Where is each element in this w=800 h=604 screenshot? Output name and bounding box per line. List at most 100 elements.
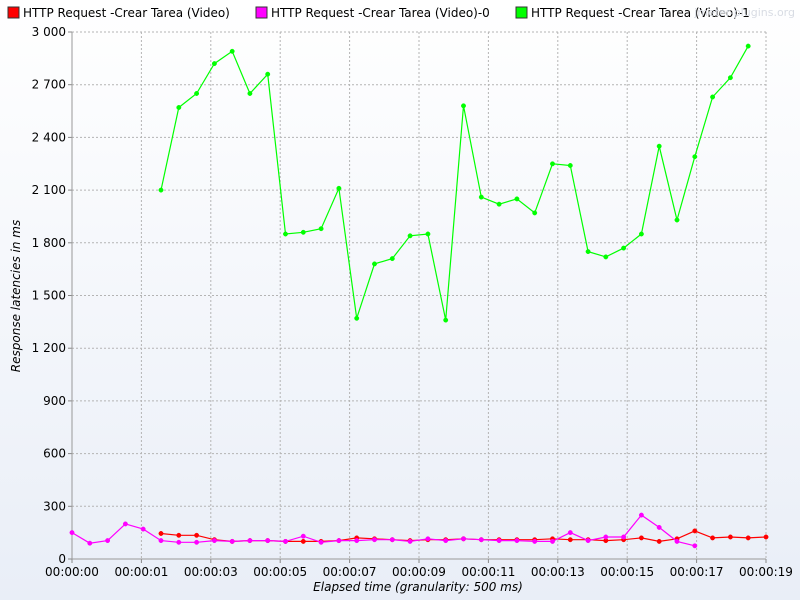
data-point bbox=[140, 526, 146, 532]
data-point bbox=[461, 103, 466, 109]
data-point bbox=[407, 538, 413, 544]
data-point bbox=[514, 538, 520, 544]
data-point bbox=[176, 532, 182, 538]
data-point bbox=[638, 512, 644, 518]
data-point bbox=[514, 196, 520, 202]
data-point bbox=[674, 217, 680, 223]
data-point bbox=[532, 210, 538, 216]
data-point bbox=[550, 538, 555, 544]
data-point bbox=[122, 521, 128, 527]
data-point bbox=[247, 538, 253, 544]
data-point bbox=[336, 185, 342, 191]
data-point bbox=[407, 233, 413, 239]
data-point bbox=[692, 543, 698, 549]
data-point bbox=[692, 154, 698, 160]
data-point bbox=[656, 538, 662, 544]
legend: HTTP Request -Crear Tarea (Video) HTTP Re… bbox=[7, 6, 750, 20]
legend-swatch bbox=[255, 6, 268, 19]
axes: 0 300 600 900 1 200 1 500 1 800 2 100 2 400 2 700… bbox=[32, 25, 793, 579]
data-point bbox=[229, 48, 235, 54]
data-point bbox=[710, 535, 716, 541]
data-point bbox=[176, 539, 182, 545]
legend-label: HTTP Request -Crear Tarea (Video)-0 bbox=[271, 6, 490, 20]
data-point bbox=[745, 535, 751, 541]
legend-label: HTTP Request -Crear Tarea (Video) bbox=[23, 6, 230, 20]
data-point bbox=[389, 537, 395, 543]
x-tick-label: 00:00:17 bbox=[670, 565, 724, 579]
x-tick-label: 00:00:03 bbox=[184, 565, 238, 579]
data-point bbox=[318, 226, 324, 232]
data-point bbox=[211, 61, 217, 67]
data-point bbox=[727, 534, 733, 540]
data-point bbox=[443, 538, 449, 544]
data-point bbox=[372, 261, 377, 267]
data-point bbox=[283, 231, 288, 237]
x-axis-title: Elapsed time (granularity: 500 ms) bbox=[313, 580, 523, 594]
x-tick-label: 00:00:05 bbox=[253, 565, 307, 579]
x-tick-label: 00:00:00 bbox=[45, 565, 99, 579]
y-tick-label: 0 bbox=[58, 552, 66, 566]
legend-label: HTTP Request -Crear Tarea (Video)-1 bbox=[531, 6, 750, 20]
data-point bbox=[727, 75, 733, 81]
data-point bbox=[496, 201, 502, 207]
data-point bbox=[300, 229, 306, 235]
x-tick-label: 00:00:15 bbox=[600, 565, 654, 579]
data-point bbox=[621, 245, 627, 251]
data-point bbox=[710, 94, 716, 100]
watermark: jmeter-plugins.org bbox=[693, 6, 795, 19]
data-point bbox=[567, 530, 573, 536]
data-point bbox=[638, 231, 644, 237]
x-tick-label: 00:00:01 bbox=[114, 565, 168, 579]
data-point bbox=[194, 532, 200, 538]
data-point bbox=[158, 538, 164, 544]
data-point bbox=[211, 538, 217, 544]
data-point bbox=[265, 71, 271, 77]
data-point bbox=[425, 231, 431, 237]
y-tick-label: 300 bbox=[43, 499, 66, 513]
data-point bbox=[532, 538, 538, 544]
x-tick-label: 00:00:19 bbox=[739, 565, 793, 579]
data-point bbox=[478, 194, 484, 200]
data-point bbox=[158, 187, 164, 193]
data-point bbox=[638, 535, 644, 541]
data-point bbox=[69, 530, 75, 536]
data-point bbox=[656, 143, 662, 149]
data-point bbox=[372, 537, 377, 543]
data-point bbox=[265, 538, 271, 544]
series-2 bbox=[158, 43, 751, 323]
data-point bbox=[496, 538, 502, 544]
data-point bbox=[318, 539, 324, 545]
data-point bbox=[603, 534, 609, 540]
data-point bbox=[194, 91, 200, 96]
data-point bbox=[656, 524, 662, 530]
data-point bbox=[745, 43, 751, 49]
data-point bbox=[567, 163, 573, 168]
data-point bbox=[585, 249, 591, 255]
data-point bbox=[229, 538, 235, 544]
data-point bbox=[247, 91, 253, 96]
data-point bbox=[336, 538, 342, 544]
data-point bbox=[603, 254, 609, 260]
data-point bbox=[194, 539, 200, 545]
y-tick-label: 1 200 bbox=[32, 341, 66, 355]
x-tick-label: 00:00:07 bbox=[323, 565, 377, 579]
series-1 bbox=[69, 512, 698, 549]
data-point bbox=[354, 538, 360, 544]
y-tick-label: 2 400 bbox=[32, 130, 66, 144]
y-tick-label: 600 bbox=[43, 447, 66, 461]
data-point bbox=[550, 161, 555, 167]
y-axis-title: Response latencies in ms bbox=[9, 220, 23, 372]
y-tick-label: 3 000 bbox=[32, 25, 66, 39]
data-point bbox=[87, 540, 93, 546]
data-point bbox=[389, 256, 395, 262]
series bbox=[69, 43, 769, 549]
data-point bbox=[567, 537, 573, 543]
data-point bbox=[300, 538, 306, 544]
y-tick-label: 2 700 bbox=[32, 78, 66, 92]
data-point bbox=[621, 534, 627, 540]
legend-swatch bbox=[7, 6, 20, 19]
data-point bbox=[461, 536, 466, 542]
